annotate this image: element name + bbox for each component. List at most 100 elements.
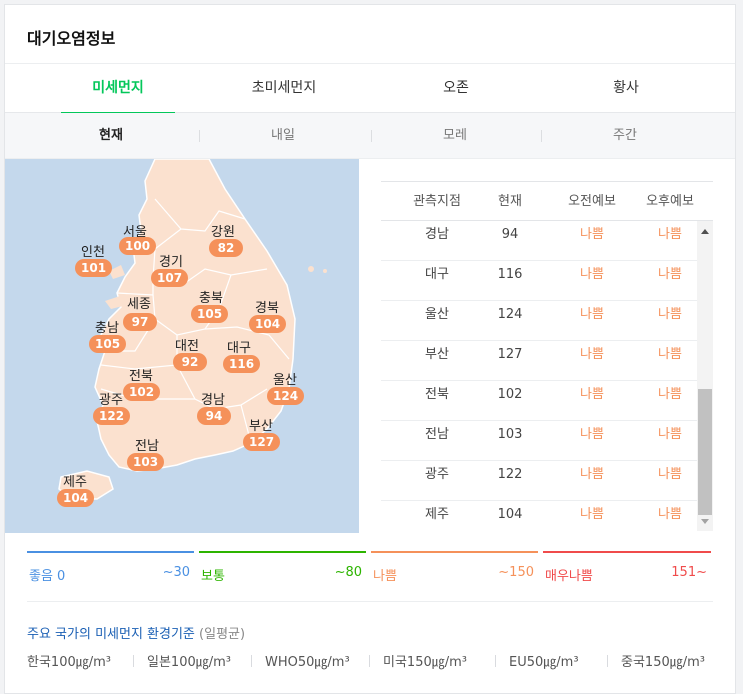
legend-label: 나쁨 — [373, 569, 397, 584]
table-row: 광주 122 나쁨 나쁨 — [381, 461, 697, 501]
standards-title: 주요 국가의 미세먼지 환경기준 (일평균) — [27, 623, 245, 642]
standard-divider — [251, 655, 252, 667]
tab-yellow-dust[interactable]: 황사 — [569, 64, 683, 113]
region-label[interactable]: 부산 — [249, 419, 273, 434]
current-value-cell: 102 — [497, 387, 523, 402]
tab-label: 황사 — [613, 80, 639, 96]
current-value-cell: 122 — [497, 467, 523, 482]
period-tabs: 현재 내일 모레 주간 — [5, 113, 735, 159]
current-value-cell: 94 — [501, 227, 519, 242]
pm-forecast-cell: 나쁨 — [658, 387, 682, 402]
region-label[interactable]: 광주 — [99, 393, 123, 408]
region-value-badge[interactable]: 82 — [209, 239, 243, 257]
region-label[interactable]: 전북 — [129, 369, 153, 384]
standard-item: 중국150㎍/m³ — [621, 655, 705, 670]
region-value-badge[interactable]: 127 — [243, 433, 281, 451]
region-value-badge[interactable]: 122 — [93, 407, 131, 425]
legend-label: 보통 — [201, 569, 225, 584]
site-cell: 울산 — [425, 307, 449, 322]
region-value-badge[interactable]: 105 — [89, 335, 127, 353]
subtab-divider — [371, 130, 372, 142]
region-value-badge[interactable]: 94 — [197, 407, 231, 425]
table-body[interactable]: 경남 94 나쁨 나쁨 대구 116 나쁨 나쁨 울산 124 나쁨 나쁨 부산 127 나쁨 나쁨 전북 102… — [381, 221, 697, 531]
standard-item: WHO50㎍/m³ — [265, 655, 350, 670]
tab-fine-dust[interactable]: 미세먼지 — [61, 64, 175, 114]
legend-normal: 보통 ~80 — [199, 551, 366, 587]
tab-ultrafine-dust[interactable]: 초미세먼지 — [227, 64, 341, 113]
observation-table: 관측지점 현재 오전예보 오후예보 경남 94 나쁨 나쁨 대구 116 나쁨 나쁨 울산 124… — [381, 181, 713, 531]
am-forecast-cell: 나쁨 — [580, 427, 604, 442]
table-row: 경남 94 나쁨 나쁨 — [381, 221, 697, 261]
region-label[interactable]: 대구 — [227, 341, 251, 356]
region-value-badge[interactable]: 107 — [151, 269, 189, 287]
standard-divider — [369, 655, 370, 667]
subtab-weekly[interactable]: 주간 — [613, 128, 637, 143]
region-value-badge[interactable]: 104 — [249, 315, 287, 333]
island-dot — [308, 266, 314, 272]
am-forecast-cell: 나쁨 — [580, 347, 604, 362]
region-value-badge[interactable]: 103 — [127, 453, 165, 471]
standards-list: 한국100㎍/m³ 일본100㎍/m³ WHO50㎍/m³ 미국150㎍/m³ … — [27, 651, 727, 671]
region-value-badge[interactable]: 101 — [75, 259, 113, 277]
standard-divider — [607, 655, 608, 667]
pm-forecast-cell: 나쁨 — [658, 467, 682, 482]
region-label[interactable]: 경기 — [159, 255, 183, 270]
am-forecast-cell: 나쁨 — [580, 267, 604, 282]
standards-title-text: 주요 국가의 미세먼지 환경기준 — [27, 627, 195, 642]
region-label[interactable]: 전남 — [135, 439, 159, 454]
am-forecast-cell: 나쁨 — [580, 507, 604, 522]
table-row: 전북 102 나쁨 나쁨 — [381, 381, 697, 421]
table-row: 부산 127 나쁨 나쁨 — [381, 341, 697, 381]
grade-legend: 좋음 0 ~30 보통 ~80 나쁨 ~150 매우나쁨 151~ — [27, 551, 713, 587]
scroll-up-arrow-icon[interactable] — [701, 229, 709, 234]
region-value-badge[interactable]: 104 — [57, 489, 95, 507]
legend-range: 151~ — [671, 565, 707, 580]
region-label[interactable]: 경남 — [201, 393, 225, 408]
table-scrollbar[interactable] — [697, 221, 713, 531]
tab-label: 미세먼지 — [92, 80, 144, 96]
column-header: 현재 — [498, 194, 522, 209]
region-label[interactable]: 인천 — [81, 245, 105, 260]
subtab-day-after[interactable]: 모레 — [443, 128, 467, 143]
tab-ozone[interactable]: 오존 — [399, 64, 513, 113]
region-value-badge[interactable]: 124 — [267, 387, 305, 405]
region-label[interactable]: 세종 — [127, 297, 151, 312]
am-forecast-cell: 나쁨 — [580, 387, 604, 402]
standard-item: EU50㎍/m³ — [509, 655, 579, 670]
region-value-badge[interactable]: 92 — [173, 353, 207, 371]
region-label[interactable]: 서울 — [123, 225, 147, 240]
current-value-cell: 124 — [497, 307, 523, 322]
pm-forecast-cell: 나쁨 — [658, 307, 682, 322]
region-value-badge[interactable]: 102 — [123, 383, 161, 401]
region-label[interactable]: 경북 — [255, 301, 279, 316]
tab-label: 오존 — [443, 80, 469, 96]
section-divider — [27, 601, 713, 602]
region-label[interactable]: 강원 — [211, 225, 235, 240]
scrollbar-thumb[interactable] — [698, 389, 712, 515]
standard-divider — [495, 655, 496, 667]
korea-pollution-map: 서울 100 강원 82 인천 101 경기 107 세종 97 충북 105 경북 104 충남 105 대전… — [5, 159, 359, 533]
card-title: 대기오염정보 — [27, 29, 116, 48]
current-value-cell: 116 — [497, 267, 523, 282]
column-header: 오후예보 — [646, 194, 694, 209]
region-label[interactable]: 대전 — [175, 339, 199, 354]
region-label[interactable]: 충남 — [95, 321, 119, 336]
region-label[interactable]: 제주 — [63, 475, 87, 490]
region-label[interactable]: 울산 — [273, 373, 297, 388]
pm-forecast-cell: 나쁨 — [658, 267, 682, 282]
region-label[interactable]: 충북 — [199, 291, 223, 306]
subtab-now[interactable]: 현재 — [99, 128, 123, 143]
region-value-badge[interactable]: 116 — [223, 355, 261, 373]
island-dot — [323, 269, 327, 273]
subtab-divider — [199, 130, 200, 142]
region-value-badge[interactable]: 100 — [119, 237, 157, 255]
pm-forecast-cell: 나쁨 — [658, 347, 682, 362]
legend-range: ~80 — [334, 565, 362, 580]
scroll-down-arrow-icon[interactable] — [701, 519, 709, 524]
subtab-tomorrow[interactable]: 내일 — [271, 128, 295, 143]
region-value-badge[interactable]: 105 — [191, 305, 229, 323]
region-value-badge[interactable]: 97 — [123, 313, 157, 331]
column-header: 오전예보 — [568, 194, 616, 209]
subtab-divider — [541, 130, 542, 142]
standard-item: 일본100㎍/m³ — [147, 655, 231, 670]
